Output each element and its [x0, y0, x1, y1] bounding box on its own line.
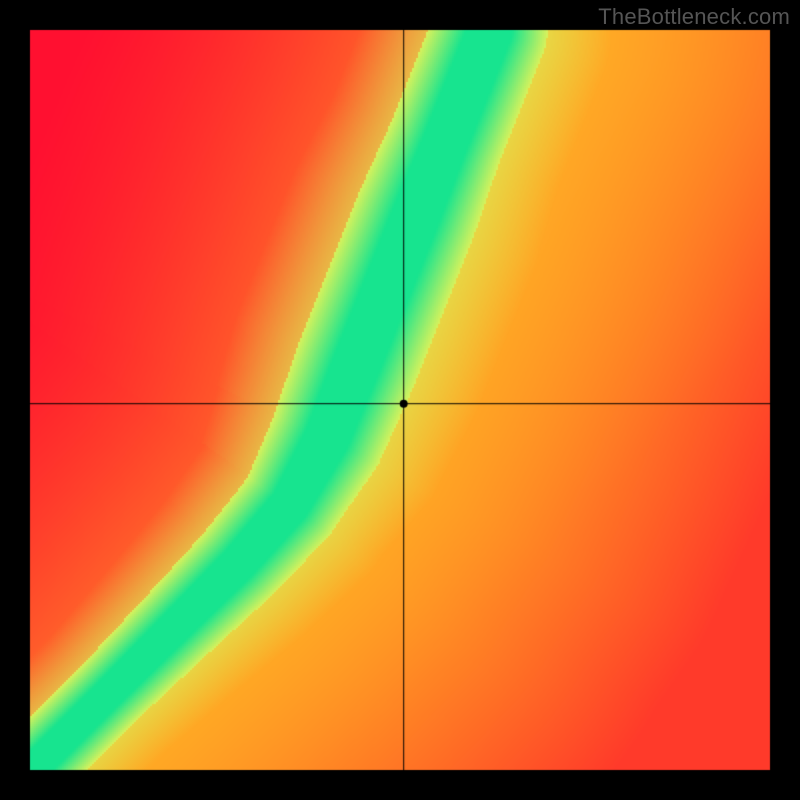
watermark-text: TheBottleneck.com — [598, 4, 790, 30]
root-container: TheBottleneck.com — [0, 0, 800, 800]
bottleneck-heatmap — [0, 0, 800, 800]
